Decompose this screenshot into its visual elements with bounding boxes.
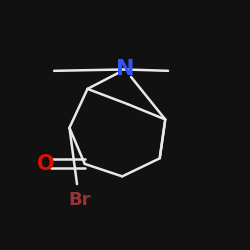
Text: Br: Br <box>68 191 90 209</box>
Text: O: O <box>37 154 55 174</box>
Text: N: N <box>116 60 134 80</box>
